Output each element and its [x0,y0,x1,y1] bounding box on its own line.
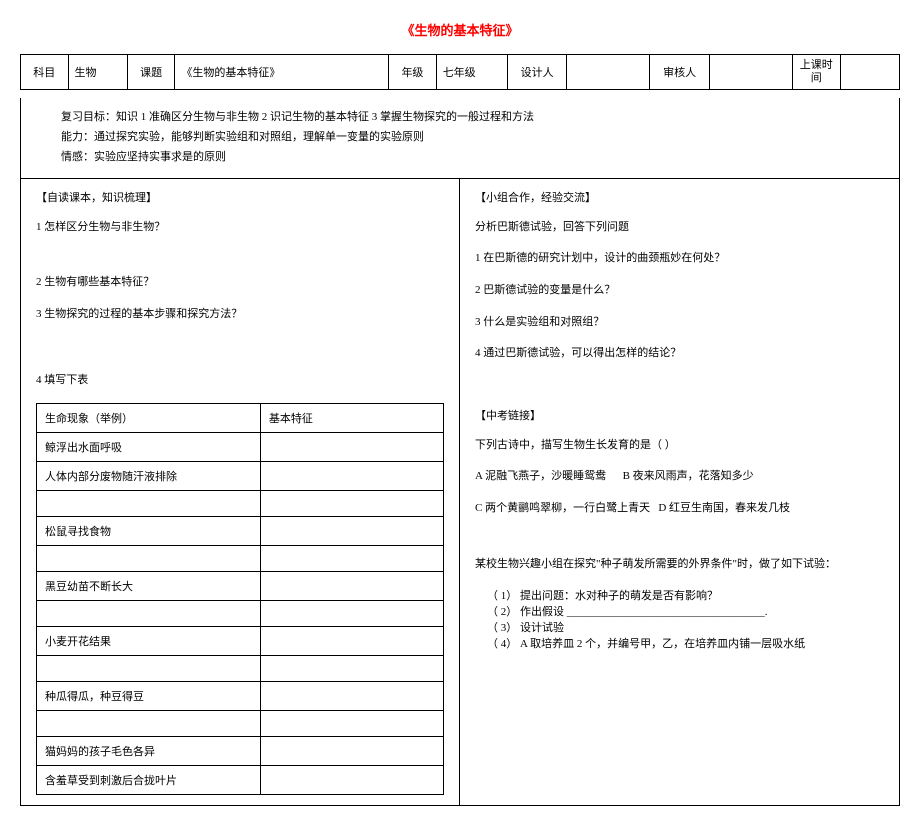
table-row [260,491,443,517]
topic-value: 《生物的基本特征》 [175,55,389,90]
left-q1: 1 怎样区分生物与非生物？ [36,219,444,237]
left-q2: 2 生物有哪些基本特征？ [36,274,444,292]
class-time-label: 上课时间 [793,55,841,90]
left-q3: 3 生物探究的过程的基本步骤和探究方法？ [36,306,444,324]
table-row [37,711,261,737]
table-row [260,572,443,601]
left-section-title: 【自读课本，知识梳理】 [36,189,444,205]
objective-line3: 情感：实验应坚持实事求是的原则 [61,148,859,168]
table-row [37,656,261,682]
grade-value: 七年级 [436,55,507,90]
objectives-section: 复习目标：知识 1 准确区分生物与非生物 2 识记生物的基本特征 3 掌握生物探… [20,98,900,178]
right-s2-q2-2: （ 2） 作出假设 ______________________________… [475,603,884,619]
table-row: 小麦开花结果 [37,627,261,656]
objective-line2: 能力：通过探究实验，能够判断实验组和对照组，理解单一变量的实验原则 [61,128,859,148]
main-content: 【自读课本，知识梳理】 1 怎样区分生物与非生物？ 2 生物有哪些基本特征？ 3… [20,179,900,806]
right-s2-q2-intro: 某校生物兴趣小组在探究"种子萌发所需要的外界条件"时，做了如下试验： [475,556,884,574]
table-row [260,517,443,546]
right-s1-q4: 4 通过巴斯德试验，可以得出怎样的结论？ [475,345,884,363]
designer-label: 设计人 [507,55,566,90]
table-row [260,737,443,766]
right-section1-title: 【小组合作，经验交流】 [475,189,884,205]
table-row [260,433,443,462]
table-row [260,682,443,711]
subject-value: 生物 [68,55,127,90]
table-row [37,546,261,572]
table-row [260,627,443,656]
table-row [37,601,261,627]
table-row [260,711,443,737]
table-row: 种瓜得瓜，种豆得豆 [37,682,261,711]
class-time-value [840,55,899,90]
table-row: 含羞草受到刺激后合拢叶片 [37,766,261,795]
reviewer-label: 审核人 [650,55,709,90]
right-column: 【小组合作，经验交流】 分析巴斯德试验，回答下列问题 1 在巴斯德的研究计划中，… [460,179,899,805]
right-s2-options-cd: C 两个黄鹂鸣翠柳，一行白鹭上青天 D 红豆生南国，春来发几枝 [475,500,884,518]
table-row [260,656,443,682]
grade-label: 年级 [389,55,437,90]
table-row [260,462,443,491]
right-section2-title: 【中考链接】 [475,407,884,423]
right-s2-q2-1: （ 1） 提出问题：水对种子的萌发是否有影响？ [475,587,884,603]
table-row: 鲸浮出水面呼吸 [37,433,261,462]
objective-line1: 复习目标：知识 1 准确区分生物与非生物 2 识记生物的基本特征 3 掌握生物探… [61,108,859,128]
topic-label: 课题 [127,55,175,90]
right-s1-q1: 1 在巴斯德的研究计划中，设计的曲颈瓶妙在何处？ [475,250,884,268]
right-s2-q2-4: （ 4） A 取培养皿 2 个，并编号甲，乙，在培养皿内铺一层吸水纸 [475,635,884,651]
table-row [260,766,443,795]
table-row: 人体内部分废物随汗液排除 [37,462,261,491]
table-row [260,601,443,627]
page-title: 《生物的基本特征》 [20,20,900,39]
right-s1-intro: 分析巴斯德试验，回答下列问题 [475,219,884,237]
right-s1-q3: 3 什么是实验组和对照组？ [475,314,884,332]
table-row: 猫妈妈的孩子毛色各异 [37,737,261,766]
inner-table-header1: 生命现象（举例） [37,404,261,433]
table-row: 黑豆幼苗不断长大 [37,572,261,601]
table-row [37,491,261,517]
inner-table-header2: 基本特征 [260,404,443,433]
table-row [260,546,443,572]
left-q4: 4 填写下表 [36,372,444,390]
subject-label: 科目 [21,55,69,90]
left-column: 【自读课本，知识梳理】 1 怎样区分生物与非生物？ 2 生物有哪些基本特征？ 3… [21,179,460,805]
header-table: 科目 生物 课题 《生物的基本特征》 年级 七年级 设计人 审核人 上课时间 [20,54,900,90]
right-s1-q2: 2 巴斯德试验的变量是什么？ [475,282,884,300]
right-s2-options-ab: A 泥融飞燕子，沙暖睡鸳鸯 B 夜来风雨声，花落知多少 [475,468,884,486]
right-s2-q2-3: （ 3） 设计试验 [475,619,884,635]
reviewer-value [709,55,792,90]
inner-table: 生命现象（举例） 基本特征 鲸浮出水面呼吸 人体内部分废物随汗液排除 松鼠寻找食… [36,403,444,795]
table-row: 松鼠寻找食物 [37,517,261,546]
designer-value [567,55,650,90]
right-s2-q1: 下列古诗中，描写生物生长发育的是（ ） [475,437,884,455]
